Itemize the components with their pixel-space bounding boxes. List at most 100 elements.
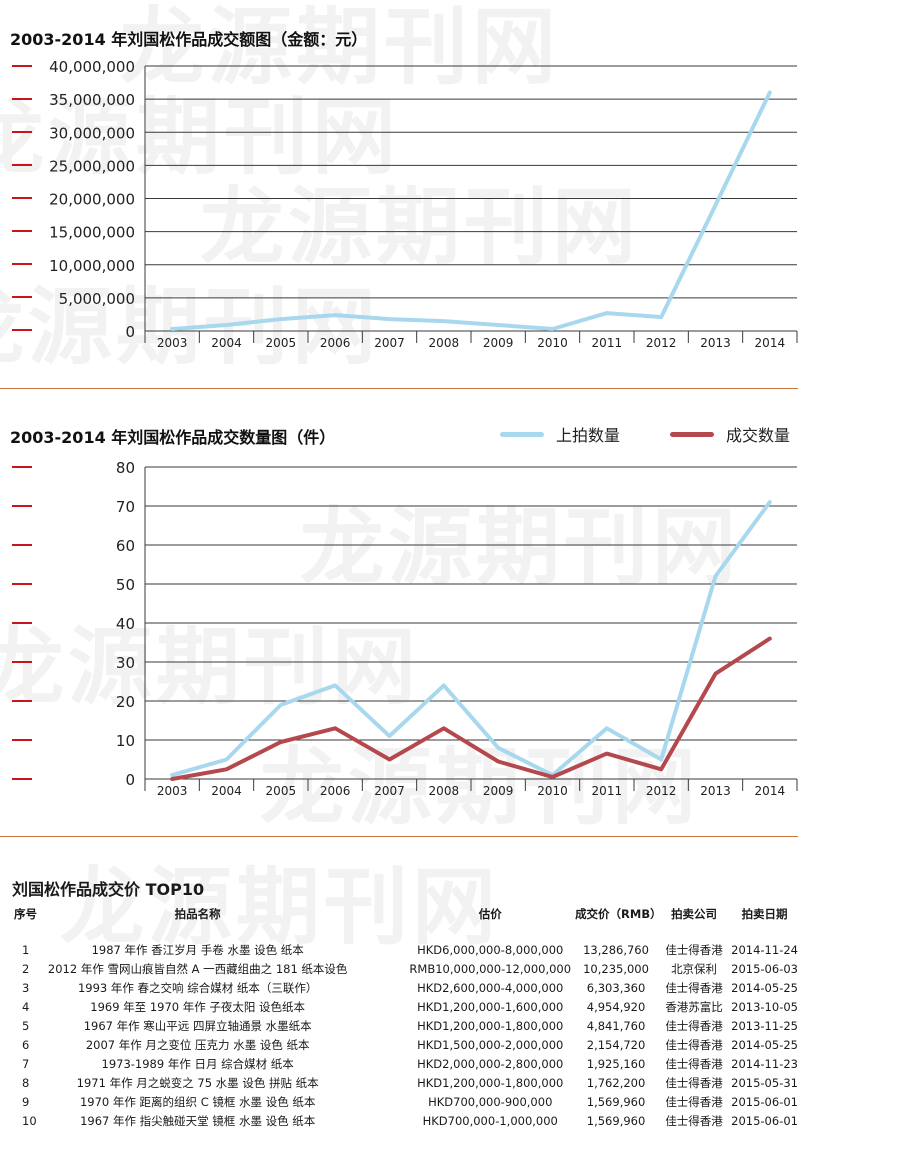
cell-price: 1,762,200 xyxy=(586,1075,646,1090)
red-dash-marker xyxy=(12,583,32,585)
cell-auction-date: 2015-06-01 xyxy=(731,1113,798,1128)
count-x-tick-label: 2004 xyxy=(211,784,242,798)
red-dash-marker xyxy=(12,700,32,702)
count-x-tick-label: 2008 xyxy=(429,784,460,798)
cell-auction-date: 2014-11-23 xyxy=(731,1056,798,1071)
table-row: 2 2012 年作 雪网山痕皆自然 A 一西藏组曲之 181 纸本设色 RMB10,… xyxy=(0,959,800,978)
cell-auction-house: 佳士得香港 xyxy=(665,1113,723,1128)
cell-estimate: HKD6,000,000-8,000,000 xyxy=(417,942,564,957)
count-x-tick-label: 2009 xyxy=(483,784,514,798)
red-dash-marker xyxy=(12,197,32,199)
cell-auction-house: 佳士得香港 xyxy=(665,1075,723,1090)
table-row: 8 1971 年作 月之蜕变之 75 水墨 设色 拼贴 纸本 HKD1,200,00… xyxy=(0,1073,800,1092)
amount-x-tick-label: 2006 xyxy=(320,336,351,350)
table-header-row: 序号 拍品名称 估价 成交价（RMB） 拍卖公司 拍卖日期 xyxy=(0,902,800,926)
section-divider xyxy=(0,388,798,389)
legend-item-sold: 成交数量 xyxy=(670,422,790,446)
cell-auction-date: 2015-06-01 xyxy=(731,1094,798,1109)
cell-auction-house: 北京保利 xyxy=(671,961,718,976)
amount-y-tick-label: 10,000,000 xyxy=(49,257,135,275)
amount-x-tick-label: 2010 xyxy=(537,336,568,350)
cell-auction-house: 佳士得香港 xyxy=(665,1094,723,1109)
count-series-line-0 xyxy=(170,500,772,778)
count-y-tick-label: 60 xyxy=(116,537,135,555)
table-row: 10 1967 年作 指尖触碰天堂 镜框 水墨 设色 纸本 HKD700,000-1… xyxy=(0,1111,800,1130)
amount-y-tick-label: 0 xyxy=(125,323,135,341)
red-dash-marker xyxy=(12,661,32,663)
red-dash-marker xyxy=(12,505,32,507)
cell-price: 1,925,160 xyxy=(586,1056,646,1071)
cell-estimate: HKD1,200,000-1,600,000 xyxy=(417,999,564,1014)
cell-estimate: HKD1,200,000-1,800,000 xyxy=(417,1075,564,1090)
top10-title: 刘国松作品成交价 TOP10 xyxy=(12,880,205,899)
red-dash-marker xyxy=(12,65,32,67)
cell-name: 1987 年作 香江岁月 手卷 水墨 设色 纸本 xyxy=(91,942,304,957)
table-row: 7 1973-1989 年作 日月 综合媒材 纸本 HKD2,000,000-2,8… xyxy=(0,1054,800,1073)
count-x-tick-label: 2011 xyxy=(592,784,623,798)
amount-x-tick-label: 2014 xyxy=(755,336,786,350)
amount-x-tick-label: 2008 xyxy=(429,336,460,350)
cell-name: 2007 年作 月之变位 压克力 水墨 设色 纸本 xyxy=(85,1037,310,1052)
count-y-tick-label: 30 xyxy=(116,654,135,672)
count-x-tick-label: 2012 xyxy=(646,784,677,798)
count-x-tick-label: 2014 xyxy=(755,784,786,798)
red-dash-marker xyxy=(12,263,32,265)
red-dash-marker xyxy=(12,164,32,166)
cell-name: 1967 年作 寒山平远 四屏立轴通景 水墨纸本 xyxy=(83,1018,312,1033)
red-dash-marker xyxy=(12,230,32,232)
header-index: 序号 xyxy=(14,907,37,921)
cell-auction-date: 2014-05-25 xyxy=(731,1037,798,1052)
count-y-tick-label: 10 xyxy=(116,732,135,750)
amount-y-tick-label: 40,000,000 xyxy=(49,58,135,76)
cell-price: 1,569,960 xyxy=(586,1094,646,1109)
cell-index: 1 xyxy=(22,942,30,957)
legend-label-listed: 上拍数量 xyxy=(556,426,621,445)
cell-price: 2,154,720 xyxy=(586,1037,646,1052)
header-name: 拍品名称 xyxy=(174,907,221,921)
amount-y-tick-label: 15,000,000 xyxy=(49,224,135,242)
red-dash-marker xyxy=(12,739,32,741)
header-price: 成交价（RMB） xyxy=(575,907,662,921)
legend-swatch-sold xyxy=(670,431,714,437)
cell-estimate: HKD700,000-900,000 xyxy=(428,1094,553,1109)
cell-name: 1993 年作 春之交响 综合媒材 纸本（三联作） xyxy=(77,980,318,995)
amount-x-tick-label: 2012 xyxy=(646,336,677,350)
cell-index: 2 xyxy=(22,961,30,976)
cell-estimate: HKD2,600,000-4,000,000 xyxy=(417,980,564,995)
cell-price: 10,235,000 xyxy=(583,961,649,976)
red-dash-marker xyxy=(12,466,32,468)
amount-y-tick-label: 35,000,000 xyxy=(49,91,135,109)
count-line-chart: 0 10 20 30 40 50 60 70 80 2003 2004 2005 2006 2007 200… xyxy=(116,459,798,798)
cell-index: 6 xyxy=(22,1037,30,1052)
count-y-tick-label: 70 xyxy=(116,498,135,516)
red-dash-marker xyxy=(12,622,32,624)
cell-index: 3 xyxy=(22,980,30,995)
amount-y-tick-label: 30,000,000 xyxy=(49,124,135,142)
count-y-tick-label: 0 xyxy=(125,771,135,789)
amount-y-tick-label: 5,000,000 xyxy=(59,290,135,308)
red-dash-marker xyxy=(12,98,32,100)
count-x-tick-label: 2006 xyxy=(320,784,351,798)
table-row: 1 1987 年作 香江岁月 手卷 水墨 设色 纸本 HKD6,000,000-8,… xyxy=(0,940,800,959)
cell-auction-house: 佳士得香港 xyxy=(665,980,723,995)
cell-estimate: HKD1,200,000-1,800,000 xyxy=(417,1018,564,1033)
cell-estimate: RMB10,000,000-12,000,000 xyxy=(409,961,572,976)
table-row: 9 1970 年作 距离的组织 C 镜框 水墨 设色 纸本 HKD700,000-9… xyxy=(0,1092,800,1111)
cell-auction-date: 2014-05-25 xyxy=(731,980,798,995)
count-x-tick-label: 2007 xyxy=(374,784,405,798)
legend-swatch-listed xyxy=(500,431,544,437)
cell-auction-house: 佳士得香港 xyxy=(665,1018,723,1033)
cell-index: 10 xyxy=(22,1113,37,1128)
cell-auction-house: 佳士得香港 xyxy=(665,1056,723,1071)
cell-auction-date: 2014-11-24 xyxy=(731,942,798,957)
cell-name: 1971 年作 月之蜕变之 75 水墨 设色 拼贴 纸本 xyxy=(76,1075,319,1090)
count-y-tick-label: 50 xyxy=(116,576,135,594)
amount-chart-title: 2003-2014 年刘国松作品成交额图（金额：元） xyxy=(10,30,368,49)
amount-series-line-0 xyxy=(170,90,772,331)
cell-index: 9 xyxy=(22,1094,30,1109)
cell-estimate: HKD2,000,000-2,800,000 xyxy=(417,1056,564,1071)
amount-x-tick-label: 2009 xyxy=(483,336,514,350)
red-dash-marker xyxy=(12,778,32,780)
header-auction-date: 拍卖日期 xyxy=(741,907,788,921)
legend-label-sold: 成交数量 xyxy=(726,426,791,445)
